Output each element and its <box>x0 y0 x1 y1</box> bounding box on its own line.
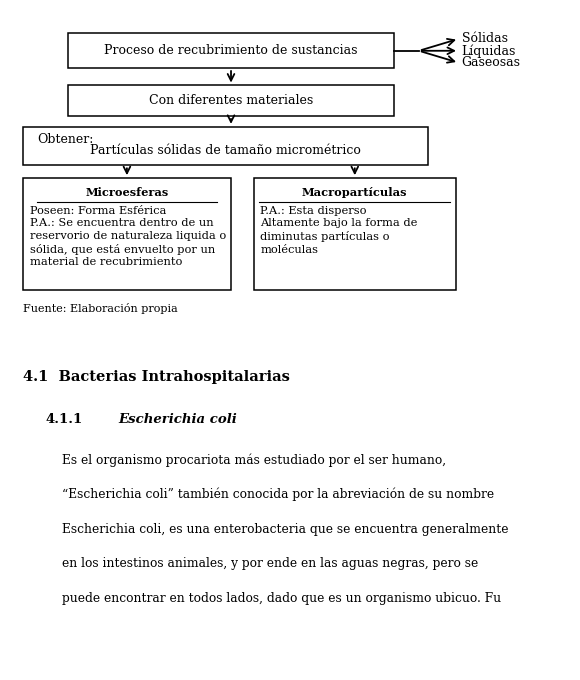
Text: Con diferentes materiales: Con diferentes materiales <box>149 95 313 107</box>
FancyBboxPatch shape <box>68 86 394 116</box>
FancyBboxPatch shape <box>253 178 456 290</box>
FancyBboxPatch shape <box>23 178 231 290</box>
Text: Macropartículas: Macropartículas <box>302 188 408 199</box>
Text: Escherichia coli, es una enterobacteria que se encuentra generalmente: Escherichia coli, es una enterobacteria … <box>62 523 509 536</box>
Text: Sólidas: Sólidas <box>462 32 508 46</box>
Text: P.A.: Esta disperso
Altamente bajo la forma de
diminutas partículas o
moléculas: P.A.: Esta disperso Altamente bajo la fo… <box>260 206 418 254</box>
Text: Partículas sólidas de tamaño micrométrico: Partículas sólidas de tamaño micrométric… <box>90 144 361 157</box>
Text: Poseen: Forma Esférica
P.A.: Se encuentra dentro de un
reservorio de naturaleza : Poseen: Forma Esférica P.A.: Se encuentr… <box>30 206 226 267</box>
Text: Fuente: Elaboración propia: Fuente: Elaboración propia <box>23 303 177 314</box>
Text: Gaseosas: Gaseosas <box>462 56 521 69</box>
Text: Escherichia coli: Escherichia coli <box>118 413 237 426</box>
FancyBboxPatch shape <box>23 126 428 165</box>
Text: Obtener:: Obtener: <box>37 133 93 146</box>
Text: puede encontrar en todos lados, dado que es un organismo ubicuo. Fu: puede encontrar en todos lados, dado que… <box>62 592 501 605</box>
Text: Líquidas: Líquidas <box>462 44 516 58</box>
Text: Proceso de recubrimiento de sustancias: Proceso de recubrimiento de sustancias <box>104 44 358 57</box>
Text: 4.1.1: 4.1.1 <box>45 413 82 426</box>
Text: 4.1  Bacterias Intrahospitalarias: 4.1 Bacterias Intrahospitalarias <box>23 370 290 384</box>
Text: Microesferas: Microesferas <box>85 188 169 199</box>
Text: en los intestinos animales, y por ende en las aguas negras, pero se: en los intestinos animales, y por ende e… <box>62 557 478 571</box>
FancyBboxPatch shape <box>68 33 394 68</box>
Text: “Escherichia coli” también conocida por la abreviación de su nombre: “Escherichia coli” también conocida por … <box>62 488 494 501</box>
Text: Es el organismo procariota más estudiado por el ser humano,: Es el organismo procariota más estudiado… <box>62 454 447 466</box>
